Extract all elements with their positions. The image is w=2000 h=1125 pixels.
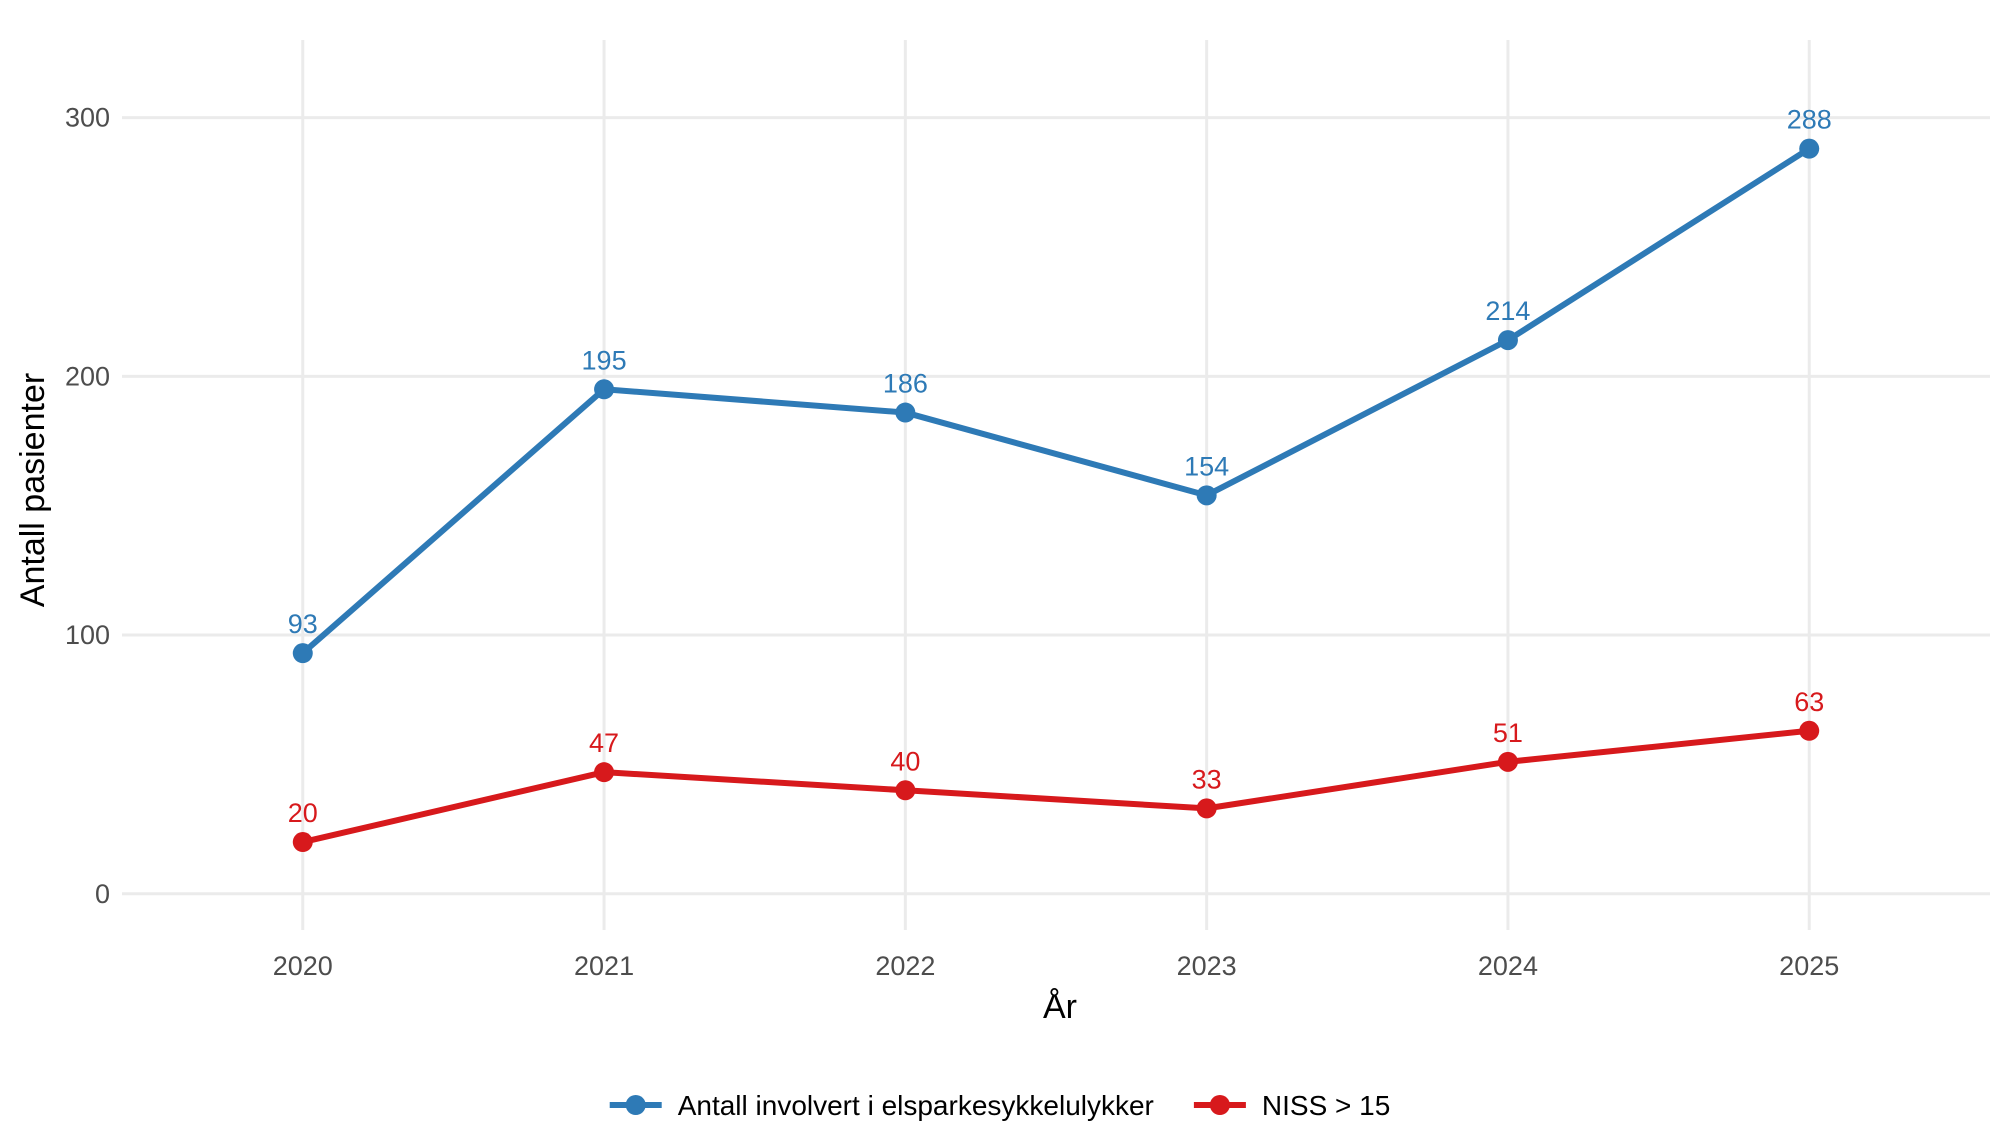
y-axis-title: Antall pasienter <box>14 373 52 607</box>
data-label: 51 <box>1493 718 1523 748</box>
data-point <box>292 832 313 853</box>
y-tick-label: 0 <box>95 879 110 909</box>
data-label: 20 <box>288 798 318 828</box>
y-tick-label: 100 <box>65 620 110 650</box>
data-point <box>1497 751 1518 772</box>
y-axis-ticks: 0 100 200 300 <box>65 103 110 909</box>
data-point <box>1799 720 1820 741</box>
series-line <box>299 727 1813 846</box>
data-label: 186 <box>883 369 928 399</box>
data-point <box>895 780 916 801</box>
legend-key <box>1193 1095 1246 1115</box>
gridlines <box>122 40 1990 930</box>
data-label: 288 <box>1787 105 1832 135</box>
x-tick-label: 2024 <box>1478 951 1538 981</box>
data-point <box>1497 330 1518 351</box>
legend-key-point <box>1209 1095 1230 1115</box>
x-tick-label: 2022 <box>875 951 935 981</box>
data-point <box>594 379 615 400</box>
data-point <box>1799 138 1820 159</box>
series-line <box>299 145 1813 657</box>
data-label: 40 <box>890 746 920 776</box>
y-tick-label: 200 <box>65 361 110 391</box>
x-tick-label: 2020 <box>273 951 333 981</box>
series-2 <box>292 720 1820 853</box>
legend-key-point <box>625 1095 646 1115</box>
data-point <box>292 643 313 664</box>
data-label: 33 <box>1192 764 1222 794</box>
data-label: 154 <box>1184 451 1229 481</box>
legend-key <box>609 1095 662 1115</box>
series-1 <box>292 138 1820 664</box>
data-point <box>1196 798 1217 819</box>
data-point <box>1196 485 1217 506</box>
data-label: 47 <box>589 728 619 758</box>
x-axis-title: År <box>1043 988 1077 1026</box>
series-group <box>292 138 1820 853</box>
x-tick-label: 2021 <box>574 951 634 981</box>
data-label: 195 <box>582 345 627 375</box>
data-point <box>895 402 916 423</box>
legend: Antall involvert i elsparkesykkelulykker… <box>609 1090 1390 1121</box>
x-tick-label: 2025 <box>1779 951 1839 981</box>
y-tick-label: 300 <box>65 103 110 133</box>
data-point <box>594 762 615 783</box>
x-tick-label: 2023 <box>1177 951 1237 981</box>
data-label: 214 <box>1485 296 1530 326</box>
legend-label: NISS > 15 <box>1262 1090 1390 1121</box>
data-labels: 93 195 186 154 214 288 20 47 40 33 51 63 <box>288 105 1832 828</box>
data-label: 63 <box>1794 687 1824 717</box>
x-axis-ticks: 2020 2021 2022 2023 2024 2025 <box>273 951 1840 981</box>
legend-label: Antall involvert i elsparkesykkelulykker <box>678 1090 1154 1121</box>
data-label: 93 <box>288 609 318 639</box>
